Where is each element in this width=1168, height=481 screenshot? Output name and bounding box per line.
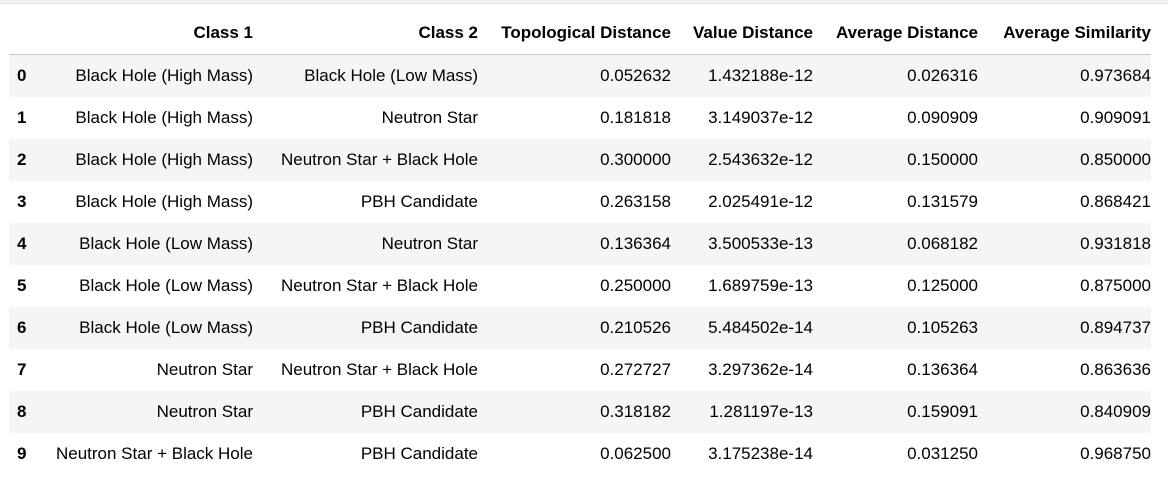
value-distance-cell: 1.432188e-12 xyxy=(708,66,813,85)
column-header-index xyxy=(9,12,43,55)
table-row: 1 Black Hole (High Mass) Neutron Star 0.181… xyxy=(9,97,1151,139)
row-index: 2 xyxy=(17,150,27,169)
average-distance-cell: 0.105263 xyxy=(907,318,978,337)
value-distance-cell: 3.500533e-13 xyxy=(708,234,813,253)
topological-distance-cell: 0.136364 xyxy=(600,234,671,253)
topological-distance-cell: 0.052632 xyxy=(600,66,671,85)
value-distance-cell: 1.689759e-13 xyxy=(708,276,813,295)
column-header-topological-distance: Topological Distance xyxy=(478,12,671,55)
table-row: 9 Neutron Star + Black Hole PBH Candidate 0… xyxy=(9,433,1151,475)
class-2-cell: PBH Candidate xyxy=(360,444,478,463)
class-2-cell: Neutron Star + Black Hole xyxy=(280,360,478,379)
class-1-cell: Neutron Star xyxy=(156,360,253,379)
row-index: 1 xyxy=(17,108,27,127)
average-distance-cell: 0.125000 xyxy=(907,276,978,295)
average-similarity-cell: 0.894737 xyxy=(1080,318,1151,337)
class-1-cell: Black Hole (Low Mass) xyxy=(79,318,253,337)
average-distance-cell: 0.031250 xyxy=(907,444,978,463)
table-row: 5 Black Hole (Low Mass) Neutron Star + Bla… xyxy=(9,265,1151,307)
topological-distance-cell: 0.272727 xyxy=(600,360,671,379)
table-row: 7 Neutron Star Neutron Star + Black Hole 0.… xyxy=(9,349,1151,391)
topological-distance-cell: 0.318182 xyxy=(600,402,671,421)
row-index: 5 xyxy=(17,276,27,295)
class-2-cell: PBH Candidate xyxy=(360,318,478,337)
table-row: 8 Neutron Star PBH Candidate 0.318182 1.2811… xyxy=(9,391,1151,433)
class-1-cell: Black Hole (High Mass) xyxy=(75,108,253,127)
value-distance-cell: 2.543632e-12 xyxy=(708,150,813,169)
average-distance-cell: 0.068182 xyxy=(907,234,978,253)
table-row: 4 Black Hole (Low Mass) Neutron Star 0.1363… xyxy=(9,223,1151,265)
average-similarity-cell: 0.850000 xyxy=(1080,150,1151,169)
row-index: 7 xyxy=(17,360,27,379)
column-header-class-2: Class 2 xyxy=(253,12,478,55)
class-1-cell: Neutron Star xyxy=(156,402,253,421)
value-distance-cell: 1.281197e-13 xyxy=(709,402,813,421)
row-index: 9 xyxy=(17,444,27,463)
class-2-cell: PBH Candidate xyxy=(360,402,478,421)
value-distance-cell: 3.175238e-14 xyxy=(708,444,813,463)
class-1-cell: Black Hole (Low Mass) xyxy=(79,276,253,295)
average-distance-cell: 0.150000 xyxy=(907,150,978,169)
average-distance-cell: 0.026316 xyxy=(907,66,978,85)
column-header-average-distance: Average Distance xyxy=(813,12,978,55)
class-2-cell: Black Hole (Low Mass) xyxy=(304,66,478,85)
header-row: Class 1 Class 2 Topological Distance Val… xyxy=(9,12,1151,55)
table-row: 3 Black Hole (High Mass) PBH Candidate 0.26… xyxy=(9,181,1151,223)
class-2-cell: PBH Candidate xyxy=(360,192,478,211)
topological-distance-cell: 0.210526 xyxy=(600,318,671,337)
class-2-cell: Neutron Star xyxy=(381,108,478,127)
row-index: 8 xyxy=(17,402,27,421)
topological-distance-cell: 0.062500 xyxy=(600,444,671,463)
average-distance-cell: 0.159091 xyxy=(907,402,978,421)
class-1-cell: Black Hole (High Mass) xyxy=(75,192,253,211)
row-index: 0 xyxy=(17,66,27,85)
value-distance-cell: 3.149037e-12 xyxy=(708,108,813,127)
topological-distance-cell: 0.181818 xyxy=(600,108,671,127)
value-distance-cell: 2.025491e-12 xyxy=(708,192,813,211)
topological-distance-cell: 0.263158 xyxy=(600,192,671,211)
dataframe-table: Class 1 Class 2 Topological Distance Val… xyxy=(9,12,1151,475)
row-index: 4 xyxy=(17,234,27,253)
average-similarity-cell: 0.931818 xyxy=(1080,234,1151,253)
table-row: 2 Black Hole (High Mass) Neutron Star + Bl… xyxy=(9,139,1151,181)
table-row: 6 Black Hole (Low Mass) PBH Candidate 0.210… xyxy=(9,307,1151,349)
column-header-value-distance: Value Distance xyxy=(671,12,813,55)
class-1-cell: Neutron Star + Black Hole xyxy=(55,444,253,463)
row-index: 3 xyxy=(17,192,27,211)
value-distance-cell: 3.297362e-14 xyxy=(708,360,813,379)
average-similarity-cell: 0.868421 xyxy=(1080,192,1151,211)
output-top-border xyxy=(0,0,1168,4)
class-2-cell: Neutron Star xyxy=(381,234,478,253)
average-distance-cell: 0.090909 xyxy=(907,108,978,127)
column-header-average-similarity: Average Similarity xyxy=(978,12,1151,55)
average-similarity-cell: 0.875000 xyxy=(1080,276,1151,295)
class-1-cell: Black Hole (Low Mass) xyxy=(79,234,253,253)
row-index: 6 xyxy=(17,318,27,337)
class-2-cell: Neutron Star + Black Hole xyxy=(280,150,478,169)
average-similarity-cell: 0.968750 xyxy=(1080,444,1151,463)
average-distance-cell: 0.131579 xyxy=(907,192,978,211)
average-distance-cell: 0.136364 xyxy=(907,360,978,379)
column-header-class-1: Class 1 xyxy=(43,12,253,55)
class-1-cell: Black Hole (High Mass) xyxy=(75,66,253,85)
class-2-cell: Neutron Star + Black Hole xyxy=(280,276,478,295)
class-1-cell: Black Hole (High Mass) xyxy=(75,150,253,169)
average-similarity-cell: 0.973684 xyxy=(1080,66,1151,85)
dataframe-output: Class 1 Class 2 Topological Distance Val… xyxy=(9,12,1151,475)
average-similarity-cell: 0.863636 xyxy=(1080,360,1151,379)
average-similarity-cell: 0.909091 xyxy=(1080,108,1151,127)
table-row: 0 Black Hole (High Mass) Black Hole (Low M… xyxy=(9,54,1151,97)
average-similarity-cell: 0.840909 xyxy=(1080,402,1151,421)
topological-distance-cell: 0.250000 xyxy=(600,276,671,295)
value-distance-cell: 5.484502e-14 xyxy=(708,318,813,337)
topological-distance-cell: 0.300000 xyxy=(600,150,671,169)
table-body: 0 Black Hole (High Mass) Black Hole (Low M… xyxy=(9,54,1151,475)
